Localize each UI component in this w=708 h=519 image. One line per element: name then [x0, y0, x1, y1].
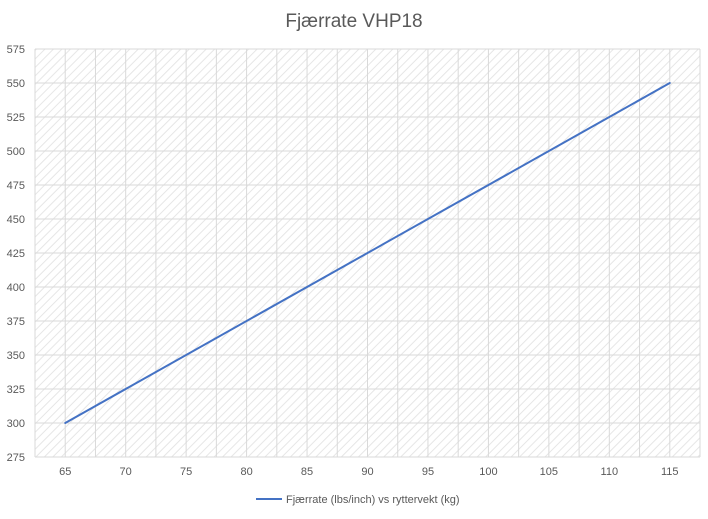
x-tick-label: 80 [240, 466, 252, 478]
y-tick-label: 425 [7, 248, 25, 260]
y-tick-label: 375 [7, 316, 25, 328]
x-tick-label: 105 [540, 466, 558, 478]
chart-title: Fjærrate VHP18 [285, 11, 422, 32]
x-tick-label: 115 [661, 466, 679, 478]
y-tick-label: 325 [7, 384, 25, 396]
axes: 275 300 325 350 375 400 425 450 475 500 525 550 575 6… [7, 44, 679, 478]
x-tick-label: 90 [361, 466, 373, 478]
x-tick-label: 75 [180, 466, 192, 478]
x-tick-label: 70 [120, 466, 132, 478]
x-tick-label: 95 [422, 466, 434, 478]
x-tick-label: 85 [301, 466, 313, 478]
y-tick-label: 400 [7, 282, 25, 294]
y-tick-label: 450 [7, 214, 25, 226]
series-line-1 [64, 82, 671, 424]
y-tick-label: 350 [7, 350, 25, 362]
legend: Fjærrate (lbs/inch) vs ryttervekt (kg) [256, 494, 460, 506]
y-tick-label: 500 [7, 146, 25, 158]
x-tick-label: 110 [601, 466, 619, 478]
series-layer [64, 82, 671, 424]
legend-label: Fjærrate (lbs/inch) vs ryttervekt (kg) [286, 494, 460, 506]
x-tick-label: 65 [59, 466, 71, 478]
y-tick-label: 300 [7, 418, 25, 430]
y-tick-label: 525 [7, 112, 25, 124]
x-tick-label: 100 [479, 466, 497, 478]
y-tick-label: 475 [7, 180, 25, 192]
gridlines [34, 48, 701, 458]
y-tick-label: 275 [7, 452, 25, 464]
y-tick-label: 550 [7, 78, 25, 90]
y-tick-label: 575 [7, 44, 25, 56]
